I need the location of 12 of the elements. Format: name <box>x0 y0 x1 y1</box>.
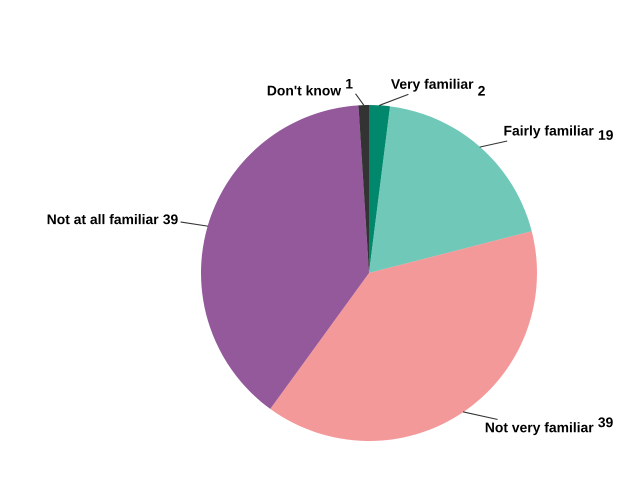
slice-label: Don't know <box>268 85 342 96</box>
slice-label: Fairly familiar <box>504 125 594 138</box>
slice-label: Not very familiar <box>486 422 594 436</box>
slice-label: Not at all familiar <box>48 214 158 224</box>
slice-label: Very familiar <box>390 78 474 92</box>
data-label: 39 <box>163 214 178 224</box>
data-label: 1 <box>346 78 353 89</box>
data-label: 39 <box>598 417 613 428</box>
pie-slice <box>201 105 369 409</box>
data-label: 2 <box>478 86 485 96</box>
data-label: 19 <box>598 130 613 140</box>
pie-slice <box>369 105 390 273</box>
